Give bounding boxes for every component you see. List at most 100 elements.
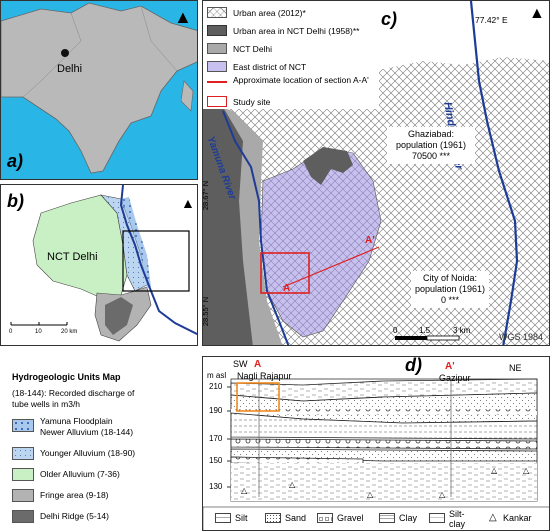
noida-pop-value: 0 *** — [440, 295, 459, 305]
litho-swatch-gravel — [317, 513, 333, 523]
panel-label: c) — [381, 9, 398, 29]
y-tick-210: 210 — [209, 382, 223, 391]
legend-label-older: Older Alluvium (7-36) — [40, 469, 120, 479]
y-tick-190: 190 — [209, 406, 223, 415]
legend-swatch-study-site — [207, 96, 227, 107]
ghaziabad-pop-label: population (1961) — [395, 140, 467, 150]
legend-swatch-ridge — [12, 510, 34, 523]
site-gazipur: Gazipur — [439, 373, 471, 383]
delhi-marker — [61, 49, 69, 57]
litho-swatch-silt — [215, 513, 231, 523]
litho-swatch-silt-clay — [429, 513, 445, 523]
ghaziabad-pop-value: 70500 *** — [411, 151, 451, 161]
litho-label-clay: Clay — [399, 513, 418, 523]
litho-swatch-sand — [265, 513, 281, 523]
north-arrow-icon: ▲ — [181, 195, 195, 211]
point-a-label: A — [283, 283, 291, 294]
litho-label-silt-clay: Silt-clay — [449, 509, 466, 529]
ghaziabad-label: Ghaziabad: population (1961) 70500 *** — [387, 127, 475, 164]
direction-ne: NE — [509, 363, 522, 373]
latitude-upper-label: 28.67° N — [202, 180, 211, 211]
site-nagli-rajapur: Nagli Rajapur — [237, 371, 292, 381]
scale-bar — [395, 335, 460, 341]
layer-gravel-1 — [231, 409, 537, 415]
point-a-prime-label: A' — [445, 361, 455, 372]
panel-label: a) — [7, 151, 24, 171]
nct-map — [10, 185, 197, 342]
section-line — [282, 246, 380, 288]
panel-label: d) — [405, 356, 422, 375]
layer-silt-clay-base — [231, 463, 537, 501]
panel-c-study-map: Urban area (2012)* Urban area in NCT Del… — [202, 0, 550, 346]
legend-swatch-urban-1958 — [207, 25, 227, 36]
legend-swatch-floodplain — [12, 419, 34, 432]
scale-label-0: 0 — [393, 326, 398, 335]
litho-label-gravel: Gravel — [337, 513, 364, 523]
region-label: NCT Delhi — [47, 251, 98, 263]
city-label: Delhi — [57, 63, 83, 75]
legend-label-floodplain-2: Newer Alluvium (18-144) — [40, 427, 134, 437]
litho-swatch-clay — [379, 513, 395, 523]
legend-label-study-site: Study site — [233, 97, 271, 107]
legend-swatch-section — [207, 81, 227, 83]
hindon-river — [469, 1, 519, 345]
legend-label-nct: NCT Delhi — [233, 44, 273, 54]
india-landmass — [1, 2, 197, 174]
north-arrow-icon: ▲ — [174, 7, 192, 27]
legend-subtitle-1: (18-144): Recorded discharge of — [12, 388, 135, 398]
svg-text:△: △ — [439, 490, 446, 499]
y-tick-170: 170 — [209, 434, 223, 443]
cross-section-diagram: △ △ △ △ △ △ — [203, 378, 549, 530]
floodplain-area — [121, 197, 151, 289]
legend-label-fringe: Fringe area (9-18) — [40, 490, 109, 500]
kankar-icon: △ — [489, 512, 497, 523]
svg-text:△: △ — [367, 490, 374, 499]
scale-label-3km: 3 km — [453, 326, 471, 335]
svg-text:△: △ — [523, 466, 530, 475]
legend-swatch-east-district — [207, 61, 227, 72]
scale-label-10: 10 — [35, 329, 42, 335]
study-site-box — [260, 252, 310, 294]
noida-label: City of Noida: population (1961) 0 *** — [411, 271, 489, 308]
y-axis-unit: m asl — [207, 371, 227, 380]
latitude-lower-label: 28.55° N — [202, 296, 211, 327]
direction-sw: SW — [233, 359, 248, 369]
study-extent-box — [122, 230, 190, 292]
legend-label-floodplain-1: Yamuna Floodplain — [40, 416, 113, 426]
urban-patch-1958 — [303, 147, 353, 185]
scale-bar — [10, 322, 68, 326]
point-a-label: A — [254, 359, 262, 370]
india-map — [1, 2, 197, 174]
legend-label-urban-2012: Urban area (2012)* — [233, 8, 306, 18]
scale-label-20: 20 km — [61, 329, 78, 335]
panel-b-nct-map: b) NCT Delhi ▲ 0 10 20 km — [0, 184, 198, 346]
north-arrow-icon: ▲ — [529, 5, 545, 22]
datum-label: WGS 1984 — [499, 332, 544, 342]
legend-label-younger: Younger Alluvium (18-90) — [40, 448, 136, 458]
longitude-label: 77.42° E — [475, 15, 508, 25]
panel-a-india-map: a) Delhi ▲ — [0, 0, 198, 180]
legend-title: Hydrogeologic Units Map — [12, 372, 121, 382]
scale-label-1-5: 1.5 — [419, 326, 431, 335]
study-site-highlight — [236, 382, 280, 412]
noida-name: City of Noida: — [422, 273, 478, 283]
legend-swatch-older — [12, 468, 34, 481]
panel-d-cross-section: △ △ △ △ △ △ m asl 210 190 170 150 130 SW… — [202, 356, 550, 531]
legend-label-east-district: East district of NCT — [233, 62, 307, 72]
y-tick-130: 130 — [209, 482, 223, 491]
hydrogeologic-legend: Hydrogeologic Units Map (18-144): Record… — [0, 368, 198, 531]
legend-subtitle-2: tube wells in m3/h — [12, 399, 81, 409]
legend-swatch-nct — [207, 43, 227, 54]
noida-pop-label: population (1961) — [414, 284, 486, 294]
scale-label-0: 0 — [9, 329, 13, 335]
urban-nct-1958 — [203, 101, 253, 345]
older-alluvium-area — [32, 194, 128, 298]
legend-swatch-younger — [12, 447, 34, 460]
y-tick-150: 150 — [209, 456, 223, 465]
yamuna-river-line — [119, 185, 197, 336]
svg-text:△: △ — [241, 486, 248, 495]
point-a-prime-label: A' — [365, 235, 375, 246]
legend-swatch-urban-2012 — [207, 7, 227, 18]
ghaziabad-name: Ghaziabad: — [407, 129, 455, 139]
yamuna-river — [222, 110, 290, 345]
